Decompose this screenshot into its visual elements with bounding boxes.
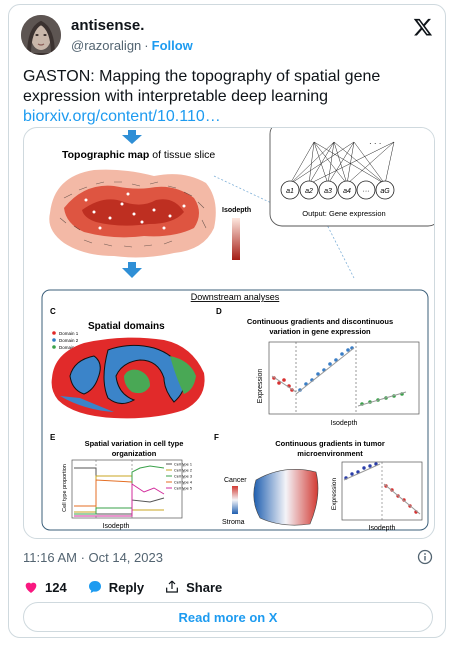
svg-text:Domain 1: Domain 1: [59, 331, 79, 336]
reply-bubble-icon: [88, 581, 101, 593]
like-count: 124: [45, 579, 67, 595]
svg-text:· · ·: · · ·: [369, 139, 381, 148]
author-handle[interactable]: @razoralign: [71, 38, 142, 53]
tweet-body: GASTON: Mapping the topography of spatia…: [23, 68, 381, 105]
share-icon: [166, 580, 179, 593]
svg-text:microenvironment: microenvironment: [297, 449, 363, 458]
svg-text:Continuous gradients in tumor: Continuous gradients in tumor: [275, 439, 385, 448]
svg-text:Stroma: Stroma: [222, 519, 245, 526]
read-more-button[interactable]: Read more on X: [23, 602, 433, 632]
node-a2: a2: [305, 188, 313, 195]
isodepth-colorbar: [232, 218, 240, 260]
output-label: Output: Gene expression: [302, 209, 385, 218]
svg-text:C: C: [50, 307, 56, 316]
svg-text:Isodepth: Isodepth: [103, 523, 130, 530]
share-label: Share: [186, 579, 223, 595]
svg-text:Spatial domains: Spatial domains: [88, 321, 165, 332]
topographic-title: Topographic map of tissue slice: [62, 149, 215, 161]
reply-label: Reply: [108, 579, 145, 595]
tweet-text: GASTON: Mapping the topography of spatia…: [23, 67, 433, 127]
tweet-timestamp[interactable]: 11:16 AM · Oct 14, 2023: [23, 550, 163, 565]
panel-c-spatial-domains: C Spatial domains Domain 1 Domain 2 Doma…: [50, 307, 205, 419]
svg-text:F: F: [214, 433, 219, 442]
panel-f-tumor: F Continuous gradients in tumor microenv…: [214, 433, 423, 532]
downstream-title: Downstream analyses: [191, 292, 280, 302]
svg-text:Cell type 4: Cell type 4: [174, 481, 192, 485]
follow-button[interactable]: Follow: [151, 38, 193, 53]
panel-e-cell-types: E Spatial variation in cell type organiz…: [50, 433, 192, 530]
avatar[interactable]: [21, 15, 61, 55]
svg-text:Domain 2: Domain 2: [59, 338, 79, 343]
tissue-slice-map: [49, 169, 216, 258]
svg-text:Spatial variation in cell type: Spatial variation in cell type: [85, 439, 184, 448]
svg-text:Isodepth: Isodepth: [369, 525, 396, 532]
tweet-link[interactable]: biorxiv.org/content/10.110…: [23, 108, 221, 125]
svg-text:Cell type 5: Cell type 5: [174, 487, 192, 491]
node-aG: aG: [380, 188, 390, 195]
svg-text:Cancer: Cancer: [224, 477, 247, 484]
node-a1: a1: [286, 188, 294, 195]
svg-text:Continuous gradients and disco: Continuous gradients and discontinuous: [247, 317, 393, 326]
svg-text:Cell type 2: Cell type 2: [174, 469, 192, 473]
svg-text:Expression: Expression: [257, 369, 264, 404]
node-a4: a4: [343, 188, 351, 195]
x-logo-icon[interactable]: [413, 17, 433, 37]
svg-text:Expression: Expression: [331, 478, 338, 511]
svg-text:Isodepth: Isodepth: [331, 420, 358, 427]
svg-text:Domain 3: Domain 3: [59, 345, 79, 350]
svg-text:variation in gene expression: variation in gene expression: [269, 327, 371, 336]
svg-text:E: E: [50, 433, 56, 442]
svg-text:Cell type 3: Cell type 3: [174, 475, 192, 479]
panel-d-gradients: D Continuous gradients and discontinuous…: [216, 307, 420, 427]
heart-icon: [25, 582, 37, 593]
node-dots: ···: [363, 188, 370, 195]
tweet-actions: 124 Reply Share: [23, 579, 242, 595]
isodepth-label: Isodepth: [222, 207, 251, 214]
author-name[interactable]: antisense.: [71, 17, 145, 34]
reply-button[interactable]: Reply: [87, 579, 144, 595]
like-button[interactable]: 124: [23, 579, 67, 595]
author-handle-line: @razoralign · Follow: [71, 38, 193, 53]
separator-dot: ·: [144, 38, 149, 53]
svg-text:Cell type proportion: Cell type proportion: [62, 464, 68, 512]
svg-text:organization: organization: [112, 449, 157, 458]
node-a3: a3: [324, 188, 332, 195]
gene-expression-network: · · · a1 a2 a3 a4 ··· aG Output: Gene ex…: [269, 128, 434, 227]
tweet-media-figure[interactable]: Topographic map of tissue slice: [23, 127, 435, 539]
info-icon[interactable]: [417, 549, 433, 565]
svg-text:Cell type 1: Cell type 1: [174, 463, 192, 467]
tweet-card: antisense. @razoralign · Follow GASTON: Ma…: [8, 4, 446, 638]
share-button[interactable]: Share: [164, 579, 222, 595]
svg-text:D: D: [216, 307, 222, 316]
